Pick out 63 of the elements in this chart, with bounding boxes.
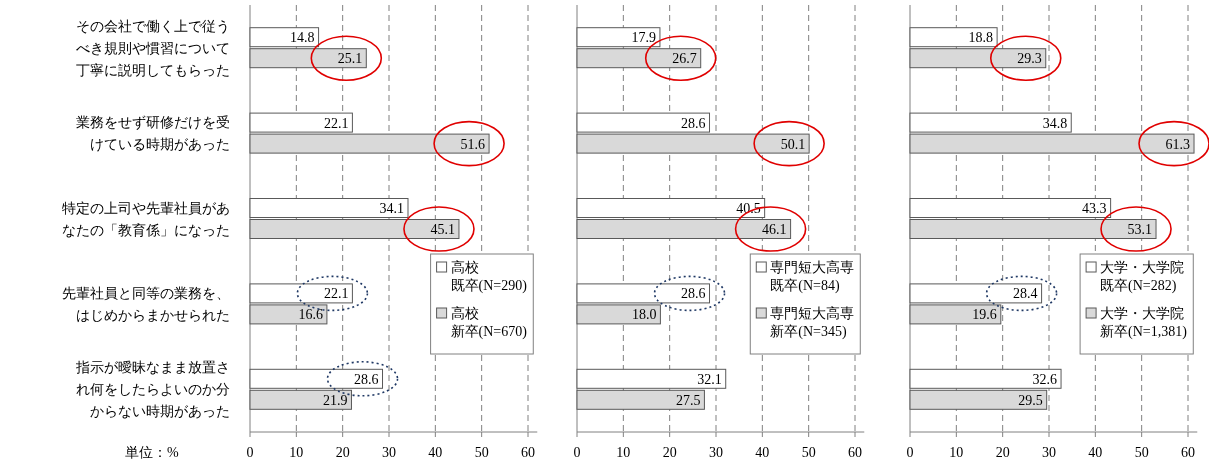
x-tick-label: 30 (382, 445, 396, 460)
x-tick-label: 0 (906, 445, 914, 460)
x-tick-label: 30 (1042, 445, 1056, 460)
data-label: 25.1 (337, 51, 363, 67)
x-tick-label: 50 (1134, 445, 1149, 460)
data-label: 17.9 (631, 30, 656, 46)
data-label: 50.1 (780, 136, 806, 152)
x-tick-label: 30 (709, 445, 723, 460)
legend-label: 大学・大学院新卒(N=1,381) (1100, 306, 1188, 340)
legend-label: 大学・大学院既卒(N=282) (1100, 260, 1185, 294)
data-label: 32.1 (697, 371, 722, 387)
x-tick-label: 60 (1181, 445, 1195, 460)
data-label: 18.0 (631, 307, 657, 323)
data-label: 43.3 (1082, 201, 1107, 216)
data-label: 27.5 (675, 392, 701, 408)
data-label: 14.8 (290, 30, 315, 46)
x-tick-label: 40 (1088, 445, 1103, 460)
x-tick-label: 0 (573, 445, 581, 460)
y-tick-label: 業務をせず研修だけを受けている時期があった (76, 115, 230, 153)
x-tick-label: 60 (848, 445, 862, 460)
data-label: 28.6 (354, 371, 379, 387)
x-tick-label: 20 (662, 445, 677, 460)
data-label: 29.5 (1018, 392, 1043, 408)
y-tick-label: 指示が曖昧なまま放置され何をしたらよいのか分からない時期があった (75, 360, 230, 420)
x-tick-label: 40 (755, 445, 770, 460)
x-tick-label: 10 (289, 445, 304, 460)
y-tick-label: その会社で働く上で従うべき規則や慣習について丁寧に説明してもらった (76, 18, 230, 78)
data-label: 32.6 (1032, 371, 1058, 387)
y-tick-label: 特定の上司や先輩社員があなたの「教育係」になった (62, 200, 230, 238)
data-label: 34.8 (1042, 115, 1068, 131)
data-label: 28.6 (681, 286, 706, 302)
data-label: 46.1 (762, 222, 787, 237)
x-tick-label: 10 (949, 445, 964, 460)
data-label: 22.1 (323, 115, 349, 131)
text: 単位：% (125, 445, 179, 460)
legend-label: 高校新卒(N=670) (450, 306, 528, 340)
legend-label: 専門短大高専新卒(N=345) (770, 306, 855, 340)
data-label: 45.1 (430, 222, 455, 237)
legend-label: 高校既卒(N=290) (450, 260, 528, 294)
data-label: 29.3 (1017, 51, 1042, 67)
data-label: 34.1 (379, 201, 404, 216)
data-label: 40.5 (736, 201, 761, 216)
x-tick-label: 40 (428, 445, 443, 460)
y-tick-label: 先輩社員と同等の業務を、はじめからまかせられた (62, 285, 230, 323)
data-label: 16.6 (298, 307, 323, 323)
data-label: 61.3 (1165, 136, 1191, 152)
x-tick-label: 50 (474, 445, 489, 460)
x-tick-label: 10 (616, 445, 631, 460)
data-label: 18.8 (968, 30, 994, 46)
x-tick-label: 0 (246, 445, 254, 460)
data-label: 28.6 (681, 115, 706, 131)
data-label: 28.4 (1013, 286, 1038, 302)
data-label: 53.1 (1127, 222, 1153, 237)
x-tick-label: 20 (335, 445, 350, 460)
data-label: 51.6 (460, 136, 486, 152)
x-tick-label: 60 (521, 445, 535, 460)
x-tick-label: 20 (995, 445, 1010, 460)
data-label: 21.9 (322, 392, 348, 408)
x-tick-label: 50 (801, 445, 816, 460)
legend-label: 専門短大高専既卒(N=84) (770, 260, 855, 294)
data-label: 26.7 (672, 51, 697, 67)
data-label: 22.1 (323, 286, 349, 302)
data-label: 19.6 (972, 307, 997, 323)
